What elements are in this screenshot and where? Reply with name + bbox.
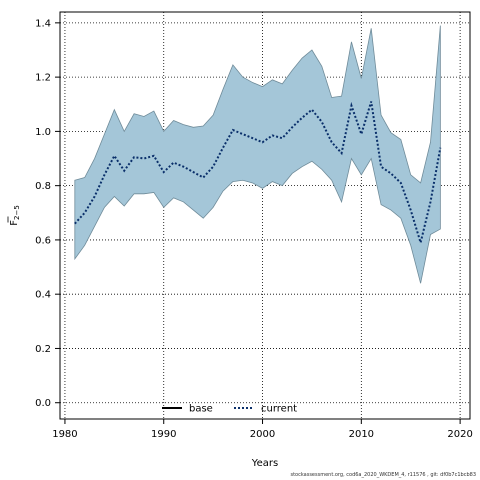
plot-frame [59,11,471,420]
y-tick-label: 0.2 [35,344,51,355]
axes: 1980 1990 2000 2010 2020 0.0 0.2 0.4 0.6 0.8 1.0 1.… [35,18,473,440]
confidence-band [74,25,441,284]
y-tick-label: 0.0 [35,398,51,409]
footer-credit: stockassessment.org, cod6a_2020_WKDEM_4,… [290,472,476,478]
confidence-band-layer [74,25,441,284]
x-tick-label: 2020 [447,429,472,440]
legend: base current [162,404,297,415]
legend-label-current: current [261,404,297,415]
x-tick-label: 1990 [151,429,176,440]
y-axis-label: F2−5 [7,205,21,226]
y-tick-label: 0.6 [35,235,51,246]
series-line-current [74,101,442,247]
x-tick-label: 2000 [250,429,275,440]
svg-text:F2−5: F2−5 [9,205,21,226]
y-tick-label: 1.0 [35,127,51,138]
y-tick-label: 0.8 [35,181,51,192]
y-axis-label-main: F [9,220,20,226]
y-tick-label: 1.2 [35,73,51,84]
x-tick-label: 1980 [52,429,77,440]
x-tick-label: 2010 [349,429,374,440]
y-axis-label-sub: 2−5 [13,205,21,220]
y-tick-label: 1.4 [35,18,51,29]
legend-label-base: base [189,404,213,415]
x-axis-label: Years [251,458,278,469]
series-layer [74,101,442,247]
y-tick-label: 0.4 [35,290,51,301]
